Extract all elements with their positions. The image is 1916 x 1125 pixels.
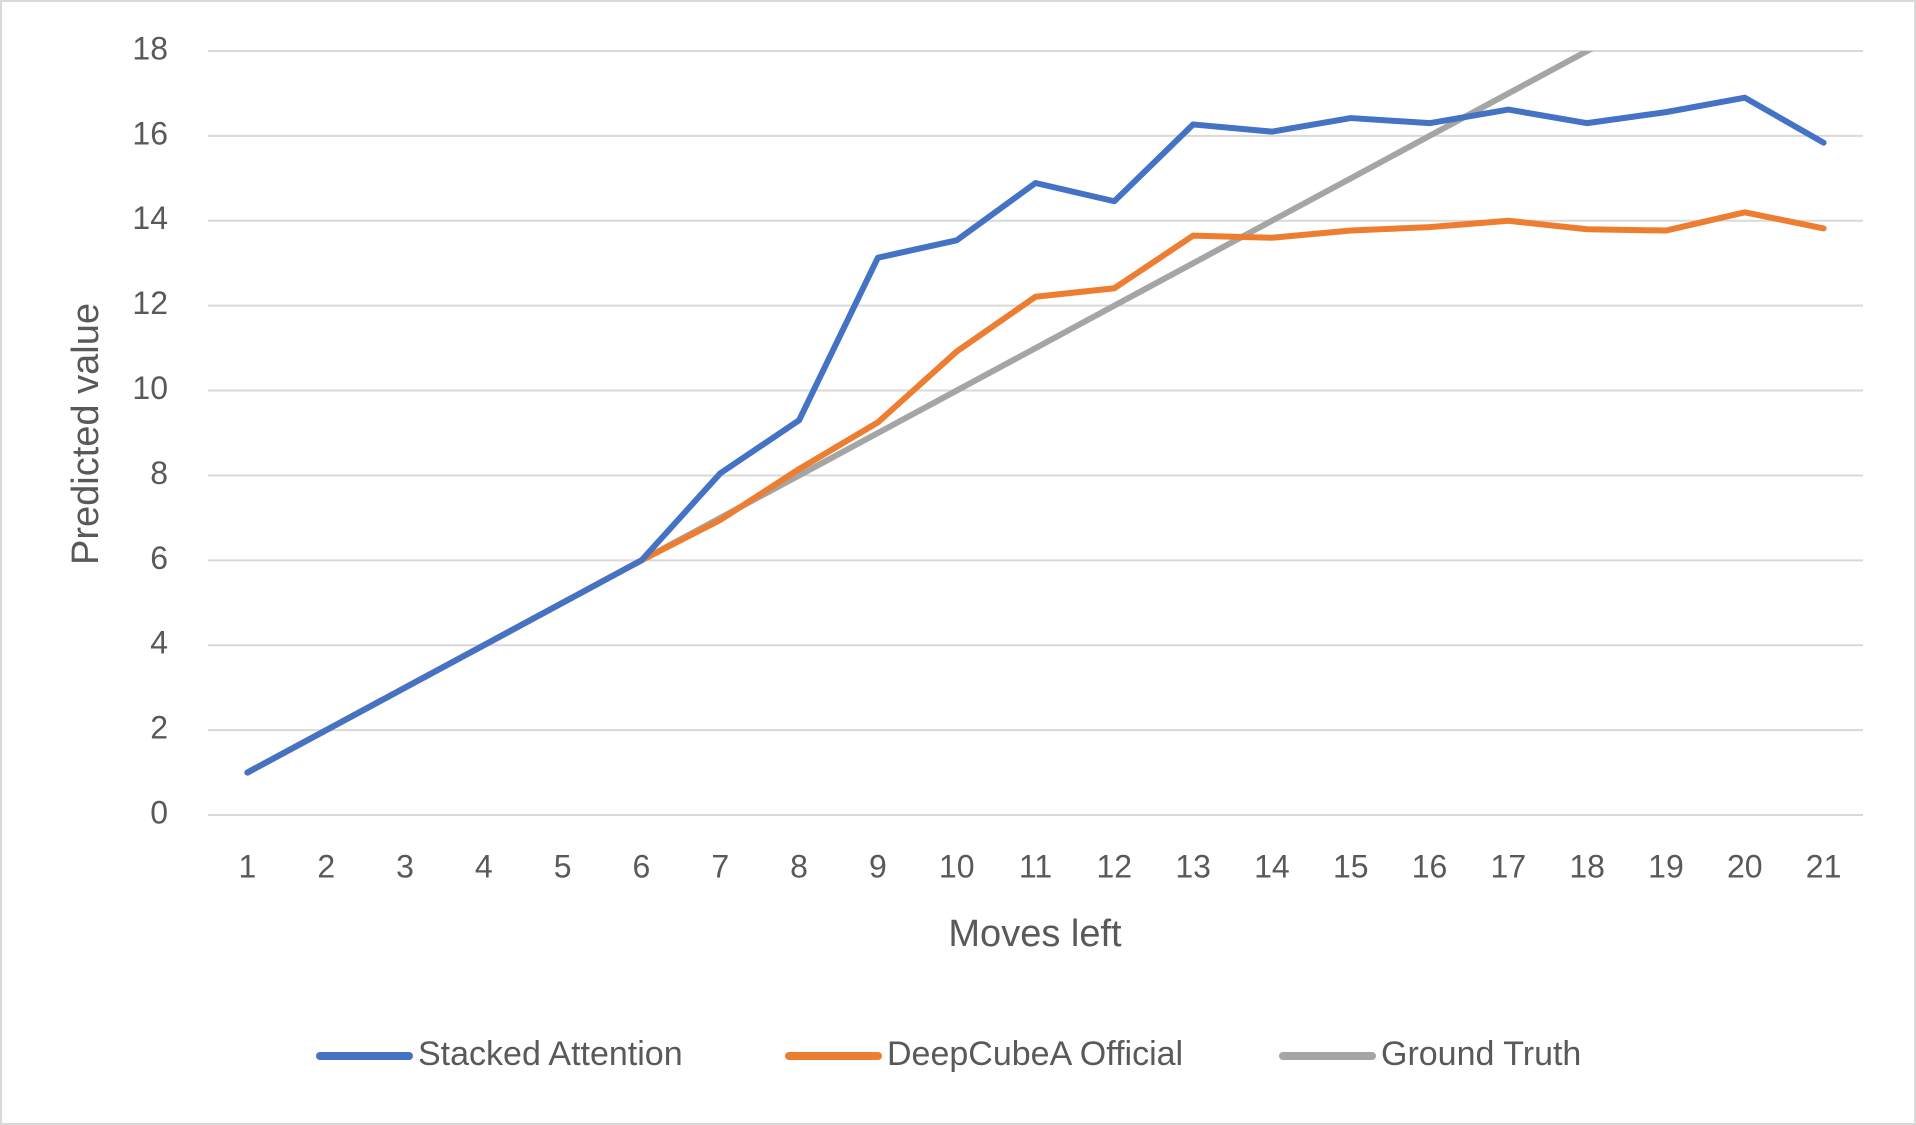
x-tick-label: 17 bbox=[1491, 848, 1527, 884]
y-tick-label: 2 bbox=[150, 710, 168, 746]
x-tick-label: 4 bbox=[475, 848, 493, 884]
x-tick-label: 16 bbox=[1412, 848, 1448, 884]
x-tick-label: 6 bbox=[633, 848, 651, 884]
x-tick-label: 8 bbox=[790, 848, 808, 884]
x-tick-label: 21 bbox=[1806, 848, 1842, 884]
legend-label: DeepCubeA Official bbox=[887, 1035, 1183, 1073]
y-axis-title: Predicted value bbox=[65, 303, 107, 565]
y-tick-label: 10 bbox=[132, 370, 168, 406]
x-axis-title: Moves left bbox=[948, 913, 1122, 955]
x-tick-label: 20 bbox=[1727, 848, 1763, 884]
plot-area bbox=[244, 51, 1827, 776]
x-tick-label: 18 bbox=[1569, 848, 1605, 884]
legend-label: Stacked Attention bbox=[418, 1035, 683, 1073]
x-tick-label: 7 bbox=[711, 848, 729, 884]
y-tick-label: 12 bbox=[132, 285, 168, 321]
x-tick-label: 11 bbox=[1019, 848, 1052, 884]
x-tick-label: 2 bbox=[317, 848, 335, 884]
x-tick-label: 1 bbox=[239, 848, 257, 884]
y-tick-label: 4 bbox=[150, 625, 168, 661]
x-tick-label: 12 bbox=[1097, 848, 1133, 884]
x-tick-label: 10 bbox=[939, 848, 975, 884]
y-tick-label: 16 bbox=[132, 115, 168, 151]
series-line bbox=[244, 94, 1827, 776]
x-tick-label: 3 bbox=[396, 848, 414, 884]
y-tick-label: 8 bbox=[150, 455, 168, 491]
x-tick-label: 5 bbox=[554, 848, 572, 884]
y-tick-label: 14 bbox=[132, 200, 168, 236]
y-tick-label: 6 bbox=[150, 540, 168, 576]
x-tick-label: 9 bbox=[869, 848, 887, 884]
x-tick-label: 14 bbox=[1254, 848, 1290, 884]
legend-label: Ground Truth bbox=[1381, 1035, 1581, 1073]
x-tick-label: 13 bbox=[1175, 848, 1211, 884]
x-tick-label: 15 bbox=[1333, 848, 1369, 884]
x-tick-label: 19 bbox=[1648, 848, 1684, 884]
y-tick-label: 18 bbox=[132, 30, 168, 66]
y-tick-label: 0 bbox=[150, 794, 168, 830]
